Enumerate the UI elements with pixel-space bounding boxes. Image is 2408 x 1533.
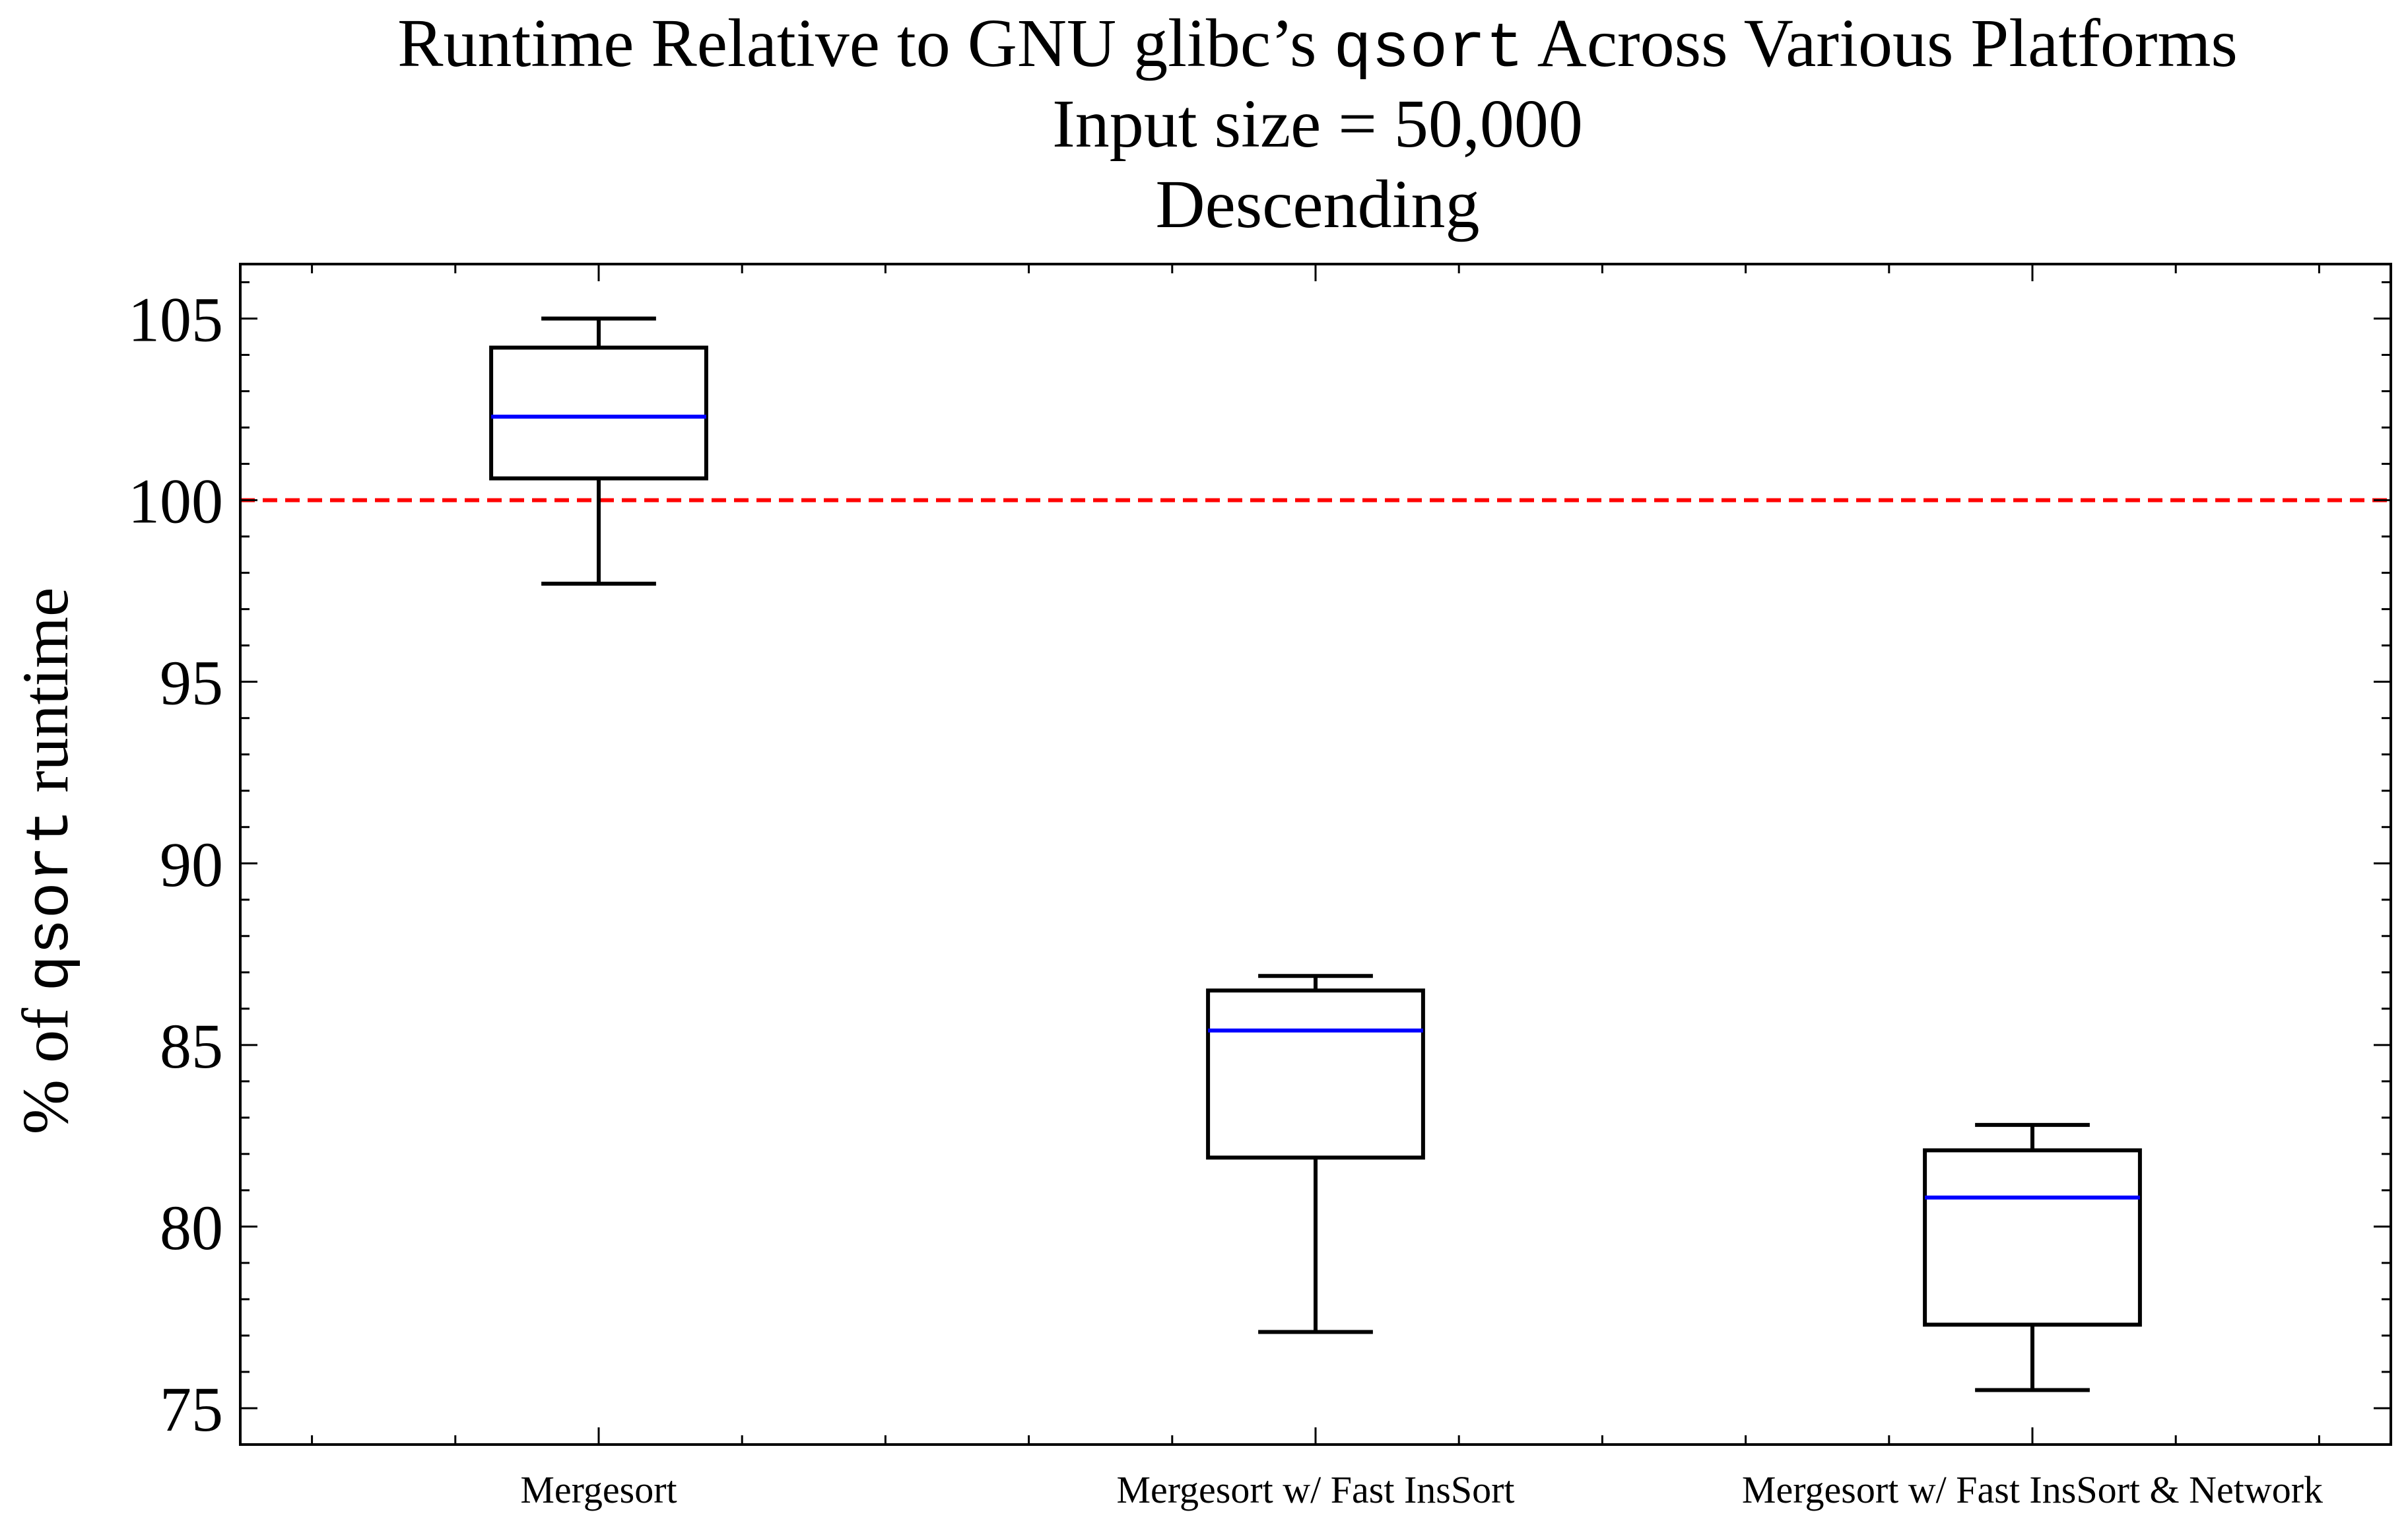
y-tick-label: 95 xyxy=(160,648,223,718)
y-axis-label: % of qsort runtime xyxy=(9,588,86,1135)
chart-title-line-1-prefix: Runtime Relative to GNU glibc’s xyxy=(397,5,1333,81)
chart-title: Runtime Relative to GNU glibc’s qsort Ac… xyxy=(397,5,2238,242)
plot-area: 75 80 85 90 95 100 105 Mergesort Mergesort w/ Fa… xyxy=(128,263,2392,1511)
chart-title-line-1: Runtime Relative to GNU glibc’s qsort Ac… xyxy=(397,5,2238,85)
box-2-iqr-box xyxy=(1206,988,1425,1160)
y-axis-label-suffix: runtime xyxy=(9,588,82,809)
chart-title-line-1-code: qsort xyxy=(1333,13,1523,85)
chart-title-line-2: Input size = 50,000 xyxy=(1052,86,1583,162)
y-tick-label: 105 xyxy=(128,285,223,355)
x-category-label: Mergesort w/ Fast InsSort xyxy=(1116,1468,1514,1511)
chart-title-line-3: Descending xyxy=(1156,166,1480,242)
y-tick-label: 100 xyxy=(128,466,223,537)
y-axis-label-code: qsort xyxy=(17,809,86,992)
chart-title-line-1-suffix: Across Various Platforms xyxy=(1523,5,2237,81)
y-tick-label: 75 xyxy=(160,1374,223,1445)
box-1-iqr-box xyxy=(489,345,708,481)
y-axis-label-prefix: % of xyxy=(9,992,82,1135)
y-tick-label: 80 xyxy=(160,1192,223,1263)
x-category-label: Mergesort w/ Fast InsSort & Network xyxy=(1742,1468,2323,1511)
box-3-iqr-box xyxy=(1923,1148,2142,1327)
x-category-label: Mergesort xyxy=(520,1468,677,1511)
y-tick-label: 85 xyxy=(160,1011,223,1081)
y-tick-label: 90 xyxy=(160,829,223,900)
plot-frame xyxy=(239,263,2392,1446)
